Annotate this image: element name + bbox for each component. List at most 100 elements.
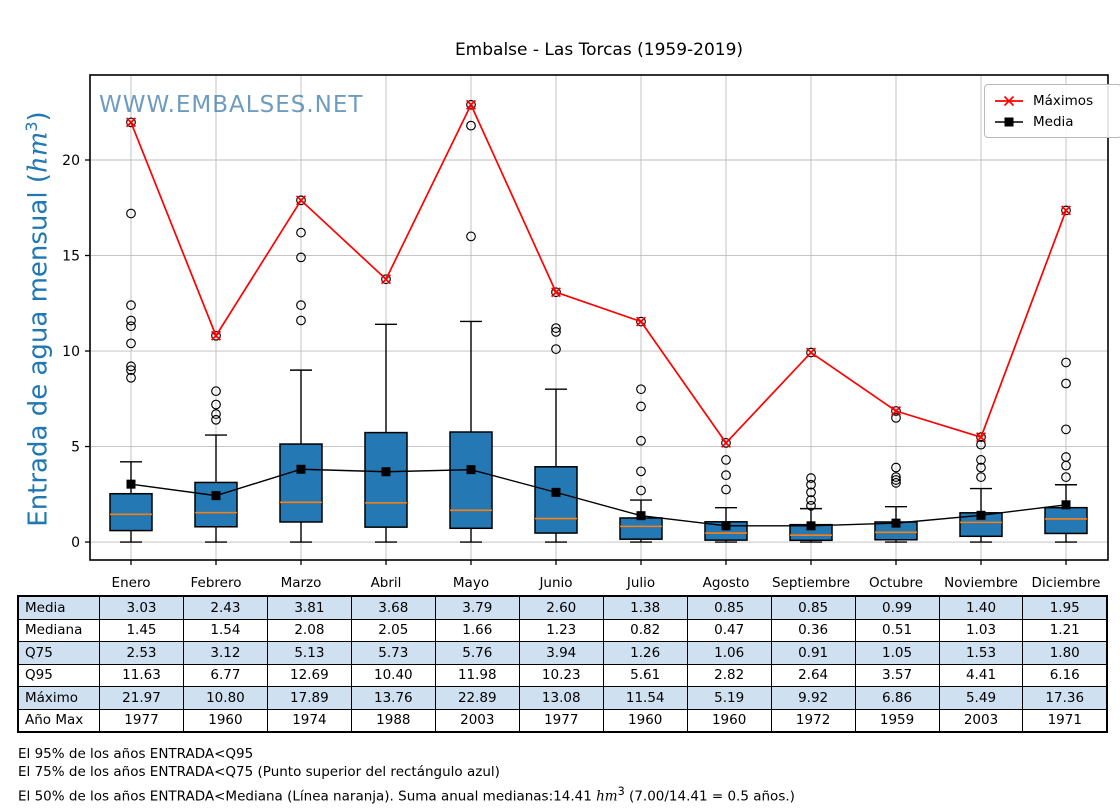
media-series xyxy=(126,464,1071,531)
outlier xyxy=(126,117,136,128)
boxplot-abril xyxy=(364,274,408,543)
table-cell: 1.06 xyxy=(686,641,772,665)
watermark: WWW.EMBALSES.NET xyxy=(99,92,364,118)
table-cell: 4.41 xyxy=(938,663,1024,687)
outlier xyxy=(806,500,816,511)
outlier xyxy=(466,120,476,131)
outlier xyxy=(721,484,731,495)
table-cell: 10.23 xyxy=(518,663,604,687)
outlier xyxy=(551,287,561,298)
row-label-cell: Mediana xyxy=(17,618,100,642)
table-cell: 6.77 xyxy=(182,663,268,687)
table-cell: 5.61 xyxy=(602,663,688,687)
x-tick-label: Octubre xyxy=(869,575,923,591)
outlier xyxy=(636,316,646,327)
outlier xyxy=(636,435,646,446)
row-label-cell: Año Max xyxy=(17,708,100,733)
x-tick-label: Abril xyxy=(371,575,402,591)
table-cell: 1960 xyxy=(182,708,268,733)
gridlines xyxy=(90,75,1108,560)
table-cell: 1.03 xyxy=(938,618,1024,642)
boxplot-group xyxy=(109,99,1088,543)
table-cell: 1.53 xyxy=(938,641,1024,665)
outlier xyxy=(891,406,901,416)
outlier xyxy=(806,495,816,505)
x-tick-label: Diciembre xyxy=(1032,575,1101,591)
table-cell: 2.64 xyxy=(770,663,856,687)
outlier xyxy=(551,344,561,354)
outlier xyxy=(806,347,816,358)
outlier xyxy=(211,386,221,397)
table-cell: 3.81 xyxy=(266,595,352,620)
table-cell: 17.89 xyxy=(266,686,352,710)
table-cell: 1.40 xyxy=(938,595,1024,620)
table-row: Máximo 21.97 10.80 17.89 13.76 22.89 13.08 11.5… xyxy=(17,686,1108,710)
outlier xyxy=(466,99,476,110)
table-row: Q75 2.53 3.12 5.13 5.73 5.76 3.94 1.26 1.06 0.91 1… xyxy=(17,641,1108,665)
y-tick-label: 10 xyxy=(62,344,80,360)
table-cell: 2003 xyxy=(434,708,520,733)
outlier xyxy=(891,413,901,423)
outlier xyxy=(126,315,136,326)
outlier xyxy=(551,327,561,337)
stats-table-wrap: Media 3.03 2.43 3.81 3.68 3.79 2.60 1.38 0.85 0.8… xyxy=(17,595,1108,733)
box xyxy=(1044,506,1088,535)
outlier xyxy=(211,414,221,425)
legend-item-media: Media xyxy=(993,111,1113,132)
x-tick-label: Noviembre xyxy=(944,575,1018,591)
outlier xyxy=(126,361,136,372)
table-cell: 0.85 xyxy=(770,595,856,620)
table-cell: 1.66 xyxy=(434,618,520,642)
box xyxy=(619,517,663,540)
table-cell: 2.05 xyxy=(350,618,436,642)
table-cell: 2.08 xyxy=(266,618,352,642)
table-cell: 22.89 xyxy=(434,686,520,710)
outlier xyxy=(296,227,306,238)
legend-label-media: Media xyxy=(1033,113,1074,130)
stats-table-body: Media 3.03 2.43 3.81 3.68 3.79 2.60 1.38 0.85 0.8… xyxy=(17,595,1108,733)
boxplot-mayo xyxy=(449,99,493,543)
footnote-3: El 50% de los años ENTRADA<Mediana (Líne… xyxy=(18,785,795,805)
outlier xyxy=(211,409,221,419)
x-tick-label: Julio xyxy=(626,575,655,591)
table-cell: 2.60 xyxy=(518,595,604,620)
table-cell: 5.76 xyxy=(434,641,520,665)
table-cell: 1.26 xyxy=(602,641,688,665)
outlier xyxy=(126,338,136,349)
table-cell: 9.92 xyxy=(770,686,856,710)
outlier xyxy=(806,479,816,490)
table-cell: 0.36 xyxy=(770,618,856,642)
y-axis-label-unit: hm xyxy=(23,131,54,174)
table-cell: 1977 xyxy=(518,708,604,733)
table-cell: 1.95 xyxy=(1022,595,1108,620)
table-cell: 5.49 xyxy=(938,686,1024,710)
table-cell: 2.82 xyxy=(686,663,772,687)
table-cell: 0.91 xyxy=(770,641,856,665)
outlier xyxy=(126,365,136,376)
outlier xyxy=(636,384,646,395)
outlier xyxy=(721,455,731,465)
table-cell: 3.03 xyxy=(99,595,184,620)
table-cell: 0.85 xyxy=(686,595,772,620)
outlier xyxy=(126,300,136,311)
table-cell: 6.86 xyxy=(854,686,940,710)
boxplot-julio xyxy=(619,316,663,543)
plot-frame xyxy=(89,74,1109,561)
maximos-line-icon xyxy=(995,95,1023,106)
legend-label-maximos: Máximos xyxy=(1033,92,1094,109)
outlier xyxy=(296,300,306,311)
table-cell: 1988 xyxy=(350,708,436,733)
table-cell: 1971 xyxy=(1022,708,1108,733)
chart-title: Embalse - Las Torcas (1959-2019) xyxy=(454,40,744,60)
outlier xyxy=(126,372,136,383)
table-cell: 1959 xyxy=(854,708,940,733)
table-cell: 1974 xyxy=(266,708,352,733)
boxplot-marzo xyxy=(279,195,323,543)
outlier xyxy=(976,455,986,465)
outlier xyxy=(1061,452,1071,462)
table-cell: 1977 xyxy=(99,708,184,733)
y-axis-label-exponent: 3 xyxy=(22,121,41,132)
table-cell: 1.80 xyxy=(1022,641,1108,665)
table-cell: 1972 xyxy=(770,708,856,733)
x-tick-label: Mayo xyxy=(453,575,489,591)
